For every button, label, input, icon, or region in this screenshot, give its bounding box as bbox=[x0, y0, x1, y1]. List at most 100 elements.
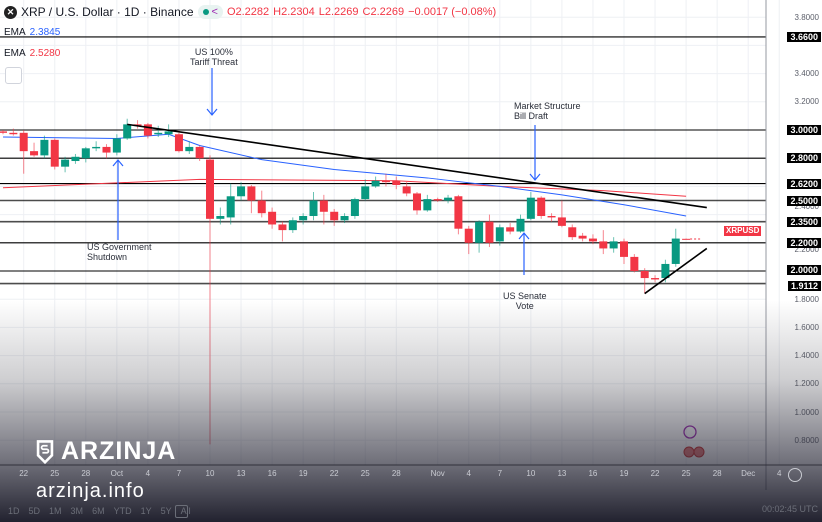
candle-body bbox=[475, 221, 484, 243]
candle-body bbox=[516, 218, 525, 232]
level-price-label: 3.6600 bbox=[787, 31, 821, 42]
candle-body bbox=[578, 235, 587, 239]
time-tick-label: 10 bbox=[526, 469, 536, 478]
symbol-price-tag: XRPUSD bbox=[724, 226, 762, 236]
level-price-label: 2.3500 bbox=[787, 216, 821, 227]
candle-body bbox=[61, 159, 70, 167]
timeframe-bar: 1D 5D 1M 3M 6M YTD 1Y 5Y All bbox=[8, 506, 191, 516]
timeframe-button-5d[interactable]: 5D bbox=[28, 506, 41, 516]
timeframe-button-1y[interactable]: 1Y bbox=[140, 506, 152, 516]
candle-body bbox=[309, 200, 318, 217]
time-tick-label: 16 bbox=[267, 469, 277, 478]
candle-body bbox=[444, 197, 453, 201]
time-tick-label: 28 bbox=[391, 469, 401, 478]
candle-body bbox=[630, 256, 639, 271]
candle-body bbox=[495, 227, 504, 242]
share-icon: < bbox=[211, 6, 218, 18]
timeframe-button-all[interactable]: All bbox=[180, 506, 191, 516]
candle-body bbox=[50, 139, 59, 167]
us-flag-event-icon bbox=[683, 446, 695, 458]
ema-slow-legend[interactable]: EMA 2.5280 bbox=[4, 48, 61, 59]
candle-body bbox=[381, 180, 390, 183]
candle-body bbox=[226, 196, 235, 218]
time-tick-label: Oct bbox=[110, 469, 124, 478]
candle-body bbox=[268, 211, 277, 225]
market-open-icon bbox=[202, 9, 209, 15]
candle-body bbox=[206, 159, 214, 219]
candle-body bbox=[319, 200, 328, 212]
candle-body bbox=[164, 131, 173, 135]
time-tick-label: 7 bbox=[497, 469, 503, 478]
candle-body bbox=[620, 241, 628, 257]
candle-body bbox=[651, 278, 660, 280]
time-tick-label: 13 bbox=[236, 469, 246, 478]
candle-body bbox=[361, 186, 370, 200]
timeframe-button-5y[interactable]: 5Y bbox=[160, 506, 172, 516]
time-tick-label: 25 bbox=[360, 469, 370, 478]
time-tick-label: 4 bbox=[145, 469, 151, 478]
price-tick-label: 3.8000 bbox=[794, 12, 819, 22]
price-tick-label: 3.2000 bbox=[794, 97, 819, 107]
timeframe-button-6m[interactable]: 6M bbox=[92, 506, 105, 516]
candle-body bbox=[71, 156, 80, 162]
annotation-bill-draft: Market Structure Bill Draft bbox=[514, 101, 581, 121]
timeframe-button-3m[interactable]: 3M bbox=[70, 506, 84, 516]
candle-body bbox=[454, 196, 463, 229]
candle-body bbox=[216, 216, 225, 219]
candle-body bbox=[247, 186, 256, 201]
collapse-legend-button[interactable] bbox=[5, 67, 22, 84]
level-price-label: 2.6200 bbox=[787, 178, 821, 189]
annotation-senate-vote: US Senate Vote bbox=[503, 291, 547, 311]
candle-body bbox=[340, 216, 349, 221]
candle-body bbox=[506, 227, 515, 232]
candle-body bbox=[588, 238, 597, 242]
time-tick-label: 16 bbox=[588, 469, 598, 478]
calendar-icon[interactable] bbox=[175, 505, 188, 518]
price-tick-label: 1.8000 bbox=[794, 294, 819, 304]
candle-body bbox=[526, 197, 535, 219]
candle-body bbox=[288, 220, 297, 231]
candle-body bbox=[174, 134, 183, 152]
ohlc-close: C2.2269 bbox=[362, 6, 405, 18]
settings-gear-icon[interactable] bbox=[788, 468, 802, 482]
timeframe-button-ytd[interactable]: YTD bbox=[113, 506, 132, 516]
ohlc-low: L2.2269 bbox=[318, 6, 359, 18]
timeframe-button-1d[interactable]: 1D bbox=[8, 506, 20, 516]
ema-fast-line bbox=[2, 133, 687, 217]
ema-fast-legend[interactable]: EMA 2.3845 bbox=[4, 27, 61, 38]
candle-body bbox=[299, 216, 308, 221]
time-tick-label: 28 bbox=[712, 469, 722, 478]
level-price-label: 2.5000 bbox=[787, 195, 821, 206]
time-tick-label: 4 bbox=[777, 469, 782, 478]
clock[interactable]: 00:02:45 UTC bbox=[761, 504, 818, 514]
candle-body bbox=[278, 224, 287, 231]
candle-body bbox=[557, 217, 566, 226]
time-tick-label: Nov bbox=[430, 469, 445, 478]
candle-body bbox=[19, 132, 28, 152]
candle-body bbox=[143, 124, 152, 136]
candle-body bbox=[671, 238, 680, 264]
price-tick-label: 1.0000 bbox=[794, 407, 819, 417]
candle-body bbox=[568, 227, 577, 238]
symbol-title[interactable]: XRP / U.S. Dollar · 1D · Binance bbox=[21, 5, 194, 19]
candle-body bbox=[402, 186, 411, 194]
time-tick-label: Dec bbox=[741, 469, 756, 478]
timeframe-button-1m[interactable]: 1M bbox=[49, 506, 62, 516]
xrp-logo-icon: ✕ bbox=[4, 5, 17, 19]
candle-body bbox=[195, 146, 204, 159]
time-tick-label: 22 bbox=[329, 469, 339, 478]
candle-body bbox=[123, 124, 132, 139]
status-pill[interactable]: < bbox=[197, 5, 223, 19]
us-flag-event-icon bbox=[693, 446, 705, 458]
ema-slow-line bbox=[2, 178, 687, 197]
candle-body bbox=[371, 180, 380, 187]
candle-body bbox=[40, 139, 49, 156]
annotation-shutdown: US Government Shutdown bbox=[87, 242, 152, 262]
candle-body bbox=[640, 271, 649, 279]
candle-body bbox=[102, 146, 111, 153]
candle-body bbox=[599, 241, 608, 249]
time-tick-label: 7 bbox=[176, 469, 182, 478]
candle-body bbox=[112, 138, 121, 153]
level-price-label: 2.8000 bbox=[787, 153, 821, 164]
candle-body bbox=[547, 216, 556, 218]
